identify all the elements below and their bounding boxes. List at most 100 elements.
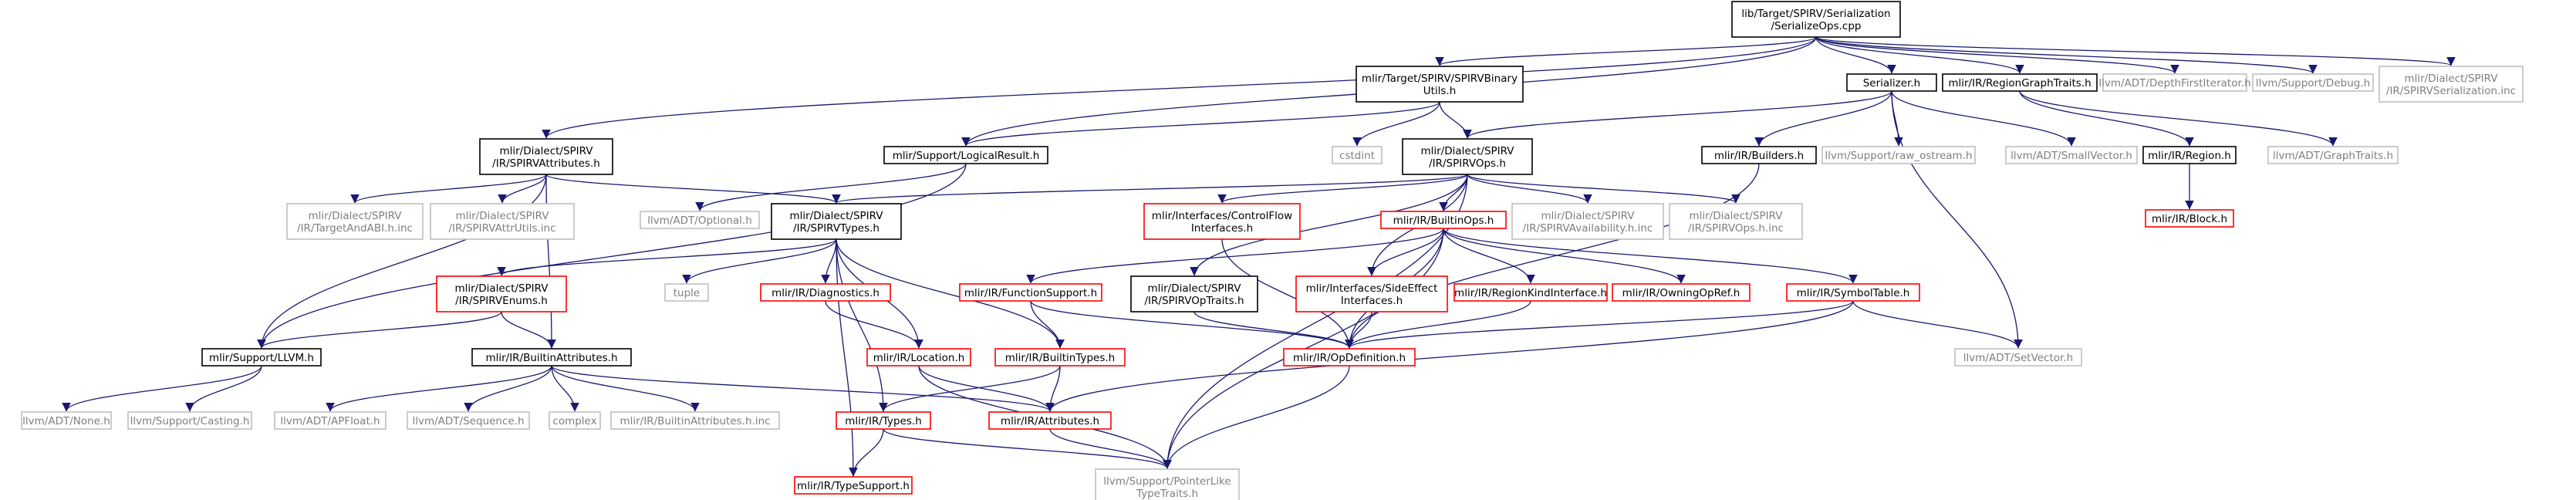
edge-functionsupport-to-opdefinition: [1030, 300, 1354, 349]
graph-node-builtinattributes[interactable]: mlir/IR/BuiltinAttributes.h: [471, 348, 632, 367]
graph-node-serializer[interactable]: Serializer.h: [1846, 73, 1937, 92]
node-label: llvm/Support/PointerLike: [1103, 475, 1231, 488]
graph-node-attributes[interactable]: mlir/Dialect/SPIRV/IR/SPIRVAttributes.h: [479, 138, 613, 175]
node-label: /IR/SPIRVOps.h.inc: [1688, 222, 1784, 235]
graph-node-spirvtypes[interactable]: mlir/Dialect/SPIRV/IR/SPIRVTypes.h: [771, 203, 902, 240]
node-box: [1283, 348, 1416, 367]
node-label: mlir/Interfaces/SideEffect: [1306, 282, 1438, 295]
edge-root-to-attributes: [542, 36, 1817, 139]
graph-node-types[interactable]: mlir/IR/Types.h: [836, 411, 931, 430]
graph-node-builtinattributes_inc[interactable]: mlir/IR/BuiltinAttributes.h.inc: [610, 411, 780, 430]
graph-node-raw_ostream[interactable]: llvm/Support/raw_ostream.h: [1821, 146, 1976, 164]
edge-irattributes-to-pointerlike: [1049, 428, 1172, 469]
edges-layer: [62, 36, 2456, 477]
graph-node-casting[interactable]: llvm/Support/Casting.h: [127, 411, 252, 430]
node-label: complex: [552, 415, 596, 427]
edge-spirvops-to-availability: [1467, 174, 1592, 204]
graph-node-spirvenums[interactable]: mlir/Dialect/SPIRV/IR/SPIRVEnums.h: [436, 275, 567, 312]
node-label: tuple: [674, 287, 700, 299]
graph-node-setvector[interactable]: llvm/ADT/SetVector.h: [1954, 348, 2082, 367]
node-box: [2252, 73, 2374, 92]
graph-node-owningopref[interactable]: mlir/IR/OwningOpRef.h: [1612, 283, 1751, 302]
graph-node-opdefinition[interactable]: mlir/IR/OpDefinition.h: [1283, 348, 1416, 367]
graph-node-block[interactable]: mlir/IR/Block.h: [2145, 209, 2234, 228]
node-label: mlir/Dialect/SPIRV: [454, 282, 549, 295]
graph-node-depthfirst[interactable]: llvm/ADT/DepthFirstIterator.h: [2098, 73, 2251, 92]
node-box: [1380, 211, 1507, 229]
edge-builtinattributes-to-complex: [551, 365, 579, 412]
node-box: [1356, 66, 1524, 103]
graph-node-tuple[interactable]: tuple: [664, 283, 709, 302]
graph-node-functionsupport[interactable]: mlir/IR/FunctionSupport.h: [959, 283, 1102, 302]
node-label: mlir/IR/Location.h: [873, 352, 965, 364]
edge-serializer-to-raw_ostream: [1891, 90, 1903, 147]
edge-spirvops-to-spirvops_inc: [1467, 174, 1740, 204]
node-label: mlir/IR/Builders.h: [1714, 150, 1804, 162]
graph-node-region[interactable]: mlir/IR/Region.h: [2142, 146, 2237, 164]
graph-node-optional[interactable]: llvm/ADT/Optional.h: [640, 211, 760, 229]
node-label: mlir/Dialect/SPIRV: [1541, 210, 1635, 222]
graph-node-symboltable[interactable]: mlir/IR/SymbolTable.h: [1786, 283, 1920, 302]
node-label: llvm/ADT/SmallVector.h: [2010, 150, 2132, 162]
node-label: Utils.h: [1423, 85, 1457, 97]
node-box: [201, 348, 322, 367]
graph-node-builtintypes[interactable]: mlir/IR/BuiltinTypes.h: [994, 348, 1126, 367]
graph-node-spirvops_inc[interactable]: mlir/Dialect/SPIRV/IR/SPIRVOps.h.inc: [1669, 203, 1803, 240]
node-box: [1130, 275, 1258, 312]
node-box: [794, 476, 913, 495]
graph-node-regionkind[interactable]: mlir/IR/RegionKindInterface.h: [1453, 283, 1608, 302]
graph-node-spirvops[interactable]: mlir/Dialect/SPIRV/IR/SPIRVOps.h: [1402, 138, 1533, 175]
edge-serializer-to-spirvops: [1463, 90, 1892, 139]
node-label: mlir/IR/BuiltinTypes.h: [1005, 352, 1115, 364]
graph-node-irattributes[interactable]: mlir/IR/Attributes.h: [988, 411, 1112, 430]
edge-spirvenums-to-builtinattributes: [501, 311, 556, 349]
node-box: [471, 348, 632, 367]
graph-node-llvm[interactable]: mlir/Support/LLVM.h: [201, 348, 322, 367]
edge-spirvtypes-to-builtintypes: [836, 238, 1065, 349]
edge-builtintypes-to-types: [879, 365, 1061, 412]
node-box: [2267, 146, 2399, 164]
edge-attributes-to-targetandabi: [350, 174, 547, 204]
graph-node-root[interactable]: lib/Target/SPIRV/Serialization/Serialize…: [1731, 1, 1901, 38]
graph-node-builtinops[interactable]: mlir/IR/BuiltinOps.h: [1380, 211, 1507, 229]
node-label: mlir/Support/LLVM.h: [209, 352, 314, 364]
edge-builtinops-to-functionsupport: [1026, 228, 1444, 284]
edge-attributes-to-llvm: [257, 174, 547, 349]
graph-node-builders[interactable]: mlir/IR/Builders.h: [1701, 146, 1817, 164]
graph-node-apfloat[interactable]: llvm/ADT/APFloat.h: [274, 411, 387, 430]
node-box: [1942, 73, 2098, 92]
node-box: [988, 411, 1112, 430]
graph-node-availability[interactable]: mlir/Dialect/SPIRV/IR/SPIRVAvailability.…: [1511, 203, 1664, 240]
graph-node-location[interactable]: mlir/IR/Location.h: [866, 348, 971, 367]
node-label: /IR/SPIRVEnums.h: [455, 295, 548, 307]
graph-node-sequence[interactable]: llvm/ADT/Sequence.h: [407, 411, 530, 430]
node-label: /IR/SPIRVOpTraits.h: [1145, 295, 1244, 307]
graph-node-smallvector[interactable]: llvm/ADT/SmallVector.h: [2005, 146, 2138, 164]
graph-node-diagnostics[interactable]: mlir/IR/Diagnostics.h: [760, 283, 891, 302]
graph-node-none[interactable]: llvm/ADT/None.h: [21, 411, 112, 430]
graph-node-graphtraits[interactable]: llvm/ADT/GraphTraits.h: [2267, 146, 2399, 164]
node-box: [1669, 203, 1803, 240]
graph-node-attrutils[interactable]: mlir/Dialect/SPIRV/IR/SPIRVAttrUtils.inc: [430, 203, 575, 240]
graph-node-targetandabi[interactable]: mlir/Dialect/SPIRV/IR/TargetAndABI.h.inc: [286, 203, 424, 240]
graph-node-logicalresult[interactable]: mlir/Support/LogicalResult.h: [883, 146, 1048, 164]
node-box: [610, 411, 780, 430]
node-label: /IR/SPIRVAttributes.h: [492, 157, 600, 170]
edge-spirvtypes-to-typesupport: [836, 238, 858, 477]
edge-location-to-irattributes: [918, 365, 1055, 412]
node-box: [274, 411, 387, 430]
graph-node-debug[interactable]: llvm/Support/Debug.h: [2252, 73, 2374, 92]
graph-node-typesupport[interactable]: mlir/IR/TypeSupport.h: [794, 476, 913, 495]
graph-node-complex[interactable]: complex: [549, 411, 601, 430]
graph-node-spirvoptraits[interactable]: mlir/Dialect/SPIRV/IR/SPIRVOpTraits.h: [1130, 275, 1258, 312]
graph-node-regiongraphtraits[interactable]: mlir/IR/RegionGraphTraits.h: [1942, 73, 2098, 92]
edge-symboltable-to-irattributes: [1045, 300, 1854, 412]
node-label: TypeTraits.h: [1136, 488, 1198, 500]
graph-node-cstdint[interactable]: cstdint: [1332, 146, 1383, 164]
graph-node-serialization_inc[interactable]: mlir/Dialect/SPIRV/IR/SPIRVSerialization…: [2378, 66, 2524, 103]
